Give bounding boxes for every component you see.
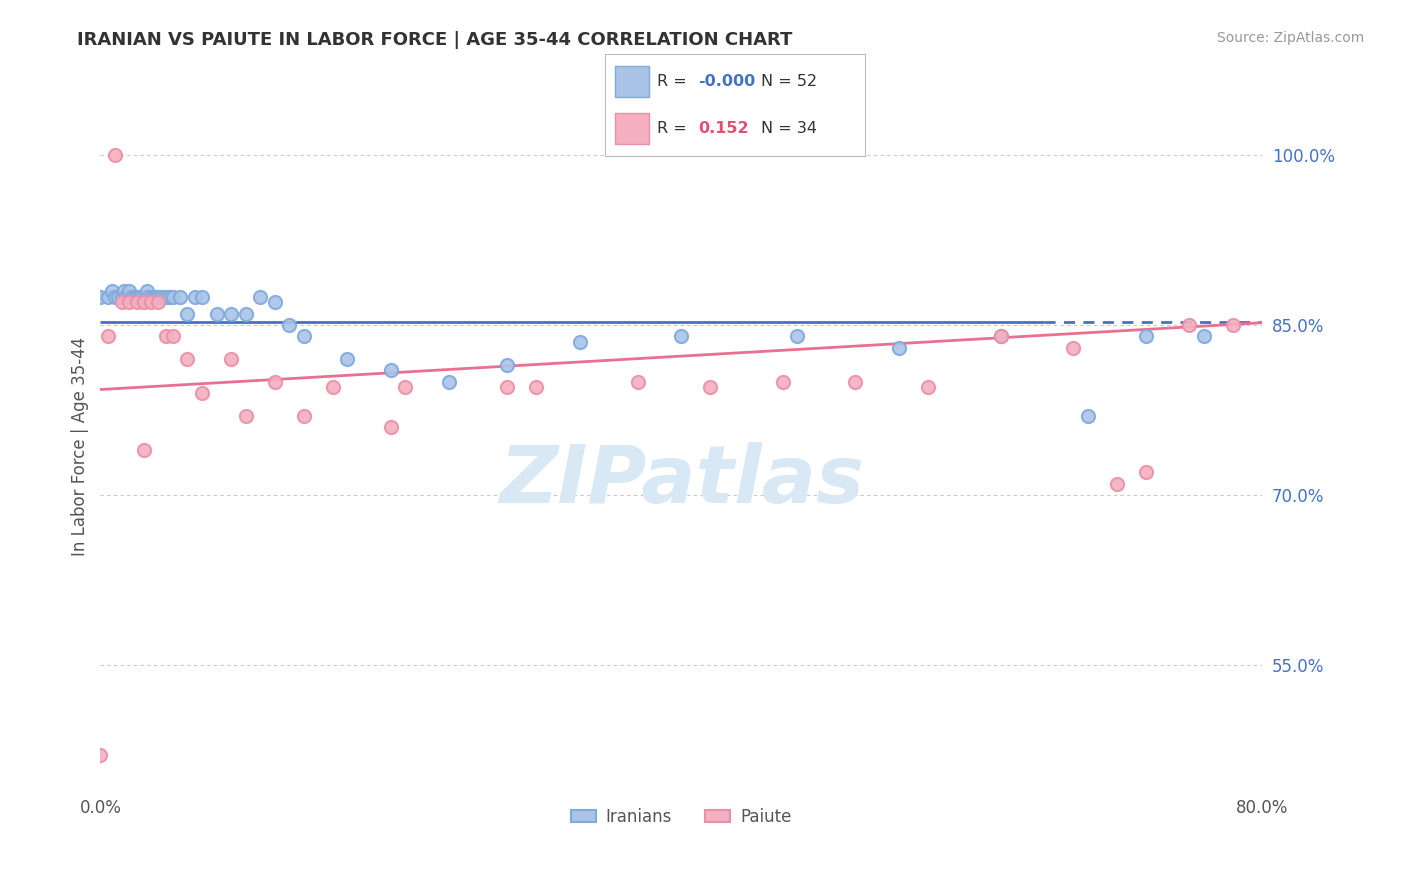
- Point: [380, 363, 402, 377]
- Point: [1135, 465, 1157, 479]
- Point: [990, 329, 1012, 343]
- Point: [89, 290, 111, 304]
- Point: [107, 290, 129, 304]
- Point: [263, 295, 285, 310]
- Point: [104, 148, 127, 162]
- Point: [89, 748, 111, 763]
- Point: [118, 295, 141, 310]
- Point: [125, 295, 148, 310]
- Point: [136, 290, 159, 304]
- Point: [1192, 329, 1215, 343]
- Point: [124, 290, 146, 304]
- Point: [496, 358, 519, 372]
- Point: [115, 290, 138, 304]
- Point: [524, 380, 547, 394]
- Point: [132, 290, 155, 304]
- Point: [437, 375, 460, 389]
- Point: [143, 290, 166, 304]
- Point: [155, 329, 177, 343]
- Point: [568, 334, 591, 349]
- Point: [1105, 476, 1128, 491]
- Point: [292, 409, 315, 423]
- Text: N = 34: N = 34: [761, 121, 817, 136]
- Point: [786, 329, 808, 343]
- Point: [104, 290, 127, 304]
- Point: [111, 295, 134, 310]
- Point: [496, 380, 519, 394]
- Point: [111, 290, 134, 304]
- Point: [97, 290, 120, 304]
- Point: [162, 329, 184, 343]
- Point: [176, 351, 198, 366]
- Text: IRANIAN VS PAIUTE IN LABOR FORCE | AGE 35-44 CORRELATION CHART: IRANIAN VS PAIUTE IN LABOR FORCE | AGE 3…: [77, 31, 793, 49]
- Point: [278, 318, 301, 332]
- Point: [219, 307, 242, 321]
- Point: [176, 307, 198, 321]
- Point: [145, 290, 167, 304]
- Legend: Iranians, Paiute: Iranians, Paiute: [564, 801, 799, 832]
- Point: [132, 295, 155, 310]
- Point: [249, 290, 271, 304]
- Point: [184, 290, 207, 304]
- Point: [148, 295, 170, 310]
- Point: [141, 290, 163, 304]
- Point: [627, 375, 650, 389]
- Point: [153, 290, 176, 304]
- Point: [235, 307, 257, 321]
- Point: [844, 375, 866, 389]
- Point: [292, 329, 315, 343]
- Point: [669, 329, 692, 343]
- Point: [132, 442, 155, 457]
- Point: [322, 380, 344, 394]
- Point: [135, 284, 157, 298]
- Text: -0.000: -0.000: [699, 74, 755, 88]
- Y-axis label: In Labor Force | Age 35-44: In Labor Force | Age 35-44: [72, 337, 89, 557]
- Point: [191, 290, 214, 304]
- Point: [1062, 341, 1084, 355]
- Point: [263, 375, 285, 389]
- Text: Source: ZipAtlas.com: Source: ZipAtlas.com: [1216, 31, 1364, 45]
- Point: [129, 290, 152, 304]
- Point: [219, 351, 242, 366]
- Point: [772, 375, 794, 389]
- Point: [336, 351, 359, 366]
- Bar: [614, 66, 648, 96]
- Point: [887, 341, 910, 355]
- Point: [141, 295, 163, 310]
- Text: 0.152: 0.152: [699, 121, 749, 136]
- Point: [97, 329, 120, 343]
- Point: [118, 284, 141, 298]
- Point: [128, 290, 150, 304]
- Point: [162, 290, 184, 304]
- Point: [917, 380, 939, 394]
- Point: [191, 386, 214, 401]
- Point: [990, 329, 1012, 343]
- Point: [125, 290, 148, 304]
- Point: [235, 409, 257, 423]
- Point: [101, 284, 124, 298]
- Point: [150, 290, 173, 304]
- Point: [156, 290, 179, 304]
- Text: N = 52: N = 52: [761, 74, 817, 88]
- Point: [148, 290, 170, 304]
- Text: ZIPatlas: ZIPatlas: [499, 442, 863, 520]
- Point: [699, 380, 721, 394]
- Text: R =: R =: [657, 121, 692, 136]
- Point: [169, 290, 191, 304]
- Point: [159, 290, 181, 304]
- Point: [394, 380, 416, 394]
- Point: [1178, 318, 1201, 332]
- Point: [121, 290, 143, 304]
- Point: [112, 284, 135, 298]
- Point: [1135, 329, 1157, 343]
- Point: [205, 307, 228, 321]
- Point: [1077, 409, 1099, 423]
- Point: [1222, 318, 1244, 332]
- Bar: [614, 113, 648, 144]
- Text: R =: R =: [657, 74, 692, 88]
- Point: [380, 420, 402, 434]
